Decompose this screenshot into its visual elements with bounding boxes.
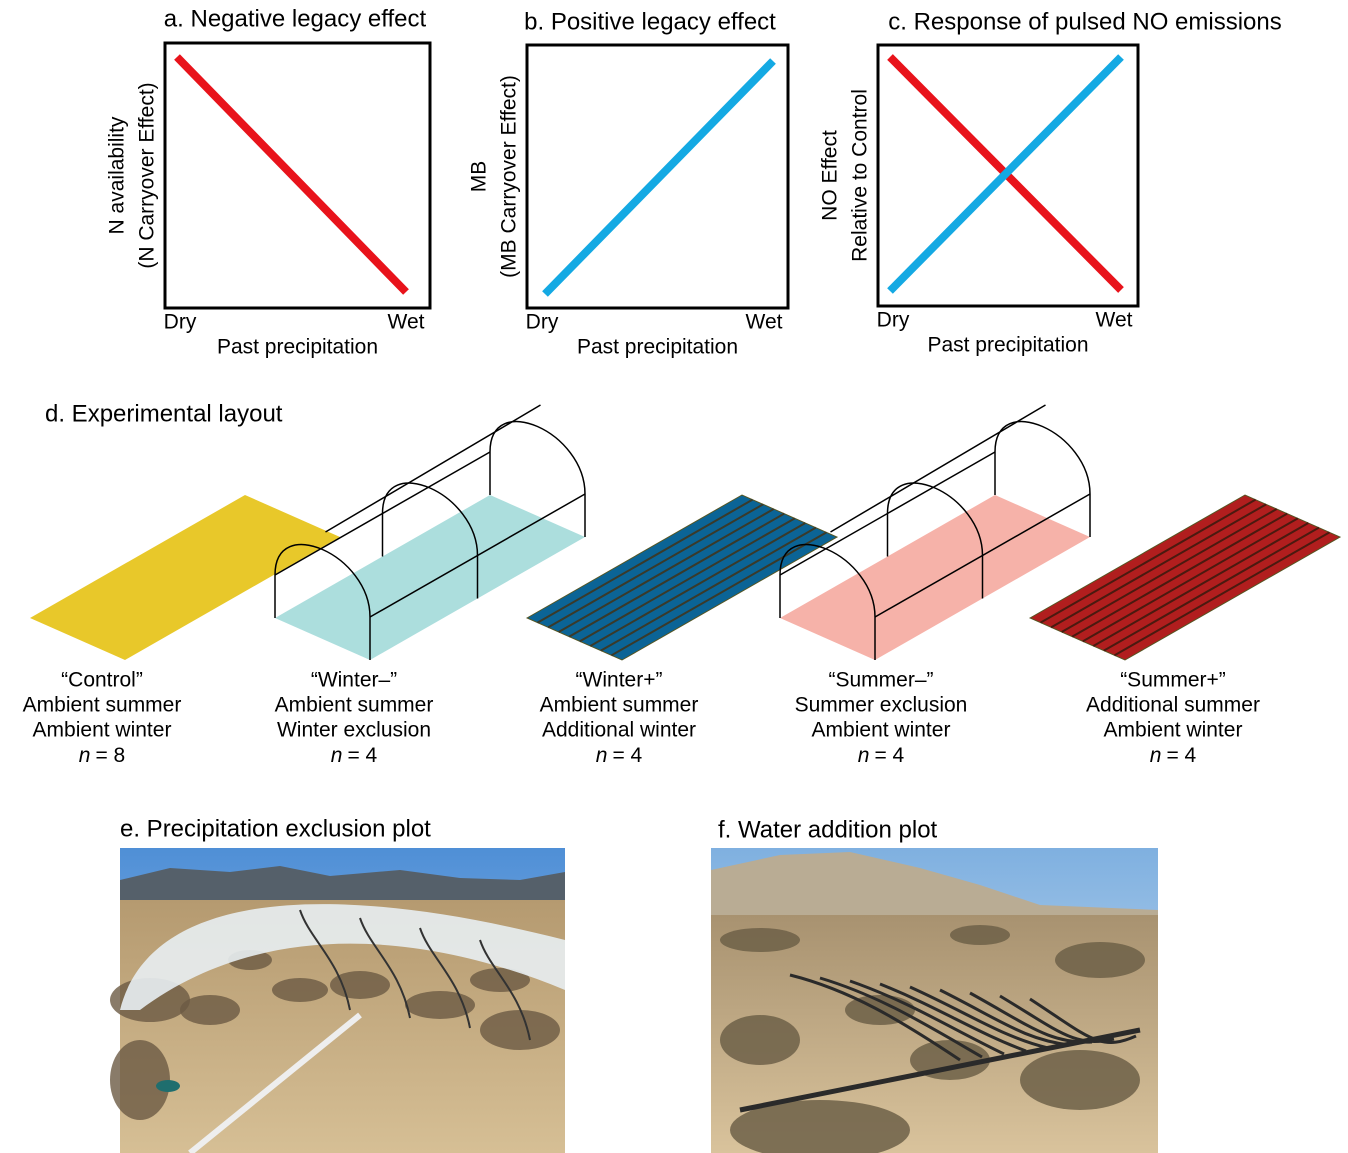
x-axis-label: Past precipitation — [577, 336, 738, 359]
figure: a. Negative legacy effect N availability (… — [0, 0, 1348, 1153]
panel-title: c. Response of pulsed NO emissions — [888, 8, 1282, 35]
photo-shrub — [272, 978, 328, 1002]
treatment-detail: Ambient winter — [33, 719, 172, 742]
panel-title: b. Positive legacy effect — [524, 8, 776, 35]
x-tick-label: Dry — [526, 311, 559, 334]
photo-shrub — [720, 1015, 800, 1065]
treatment-detail: Summer exclusion — [795, 694, 968, 717]
treatment-detail: Ambient winter — [812, 719, 951, 742]
hoop-arch — [490, 422, 585, 494]
y-axis-label: NO Effect — [819, 130, 842, 221]
x-tick-label: Wet — [388, 311, 425, 334]
x-axis-label: Past precipitation — [217, 336, 378, 359]
n-value: = 8 — [95, 744, 125, 767]
treatment-detail: Ambient winter — [1104, 719, 1243, 742]
y-axis-label: (MB Carryover Effect) — [498, 75, 521, 278]
photo-shrub — [405, 991, 475, 1019]
n-value: = 4 — [612, 744, 642, 767]
replicate-count: n= 8 — [79, 744, 125, 767]
treatment-name: “Winter–” — [311, 669, 397, 692]
photo-shrub — [180, 995, 240, 1025]
replicate-count: n= 4 — [1150, 744, 1197, 767]
hoop-arch — [995, 422, 1090, 494]
x-tick-label: Dry — [877, 309, 910, 332]
x-tick-label: Wet — [1096, 309, 1133, 332]
panel-title: d. Experimental layout — [45, 400, 283, 427]
photo-shrub — [110, 1040, 170, 1120]
photo-collar — [156, 1080, 180, 1092]
x-axis-label: Past precipitation — [927, 334, 1088, 357]
treatment-detail: Ambient summer — [540, 694, 699, 717]
treatment-detail: Additional winter — [542, 719, 696, 742]
trend-line — [177, 57, 406, 292]
photo-shrub — [480, 1010, 560, 1050]
photo-shrub — [950, 925, 1010, 945]
treatment-name: “Control” — [61, 669, 143, 692]
panel-title: a. Negative legacy effect — [164, 5, 427, 32]
y-axis-label: N availability — [106, 116, 129, 234]
treatment-detail: Ambient summer — [275, 694, 434, 717]
photo-shrub — [1055, 942, 1145, 978]
trend-line — [545, 61, 773, 294]
n-symbol: n — [596, 744, 608, 767]
n-value: = 4 — [347, 744, 377, 767]
y-axis-label: (N Carryover Effect) — [136, 82, 159, 268]
treatment-name: “Summer–” — [828, 669, 933, 692]
panel-title: f. Water addition plot — [718, 816, 938, 843]
treatment-detail: Ambient summer — [23, 694, 182, 717]
treatment-name: “Summer+” — [1120, 669, 1226, 692]
y-axis-label: Relative to Control — [849, 89, 872, 262]
replicate-count: n= 4 — [331, 744, 378, 767]
plot-floor — [30, 495, 340, 660]
x-tick-label: Wet — [746, 311, 783, 334]
photo-shrub — [720, 928, 800, 952]
replicate-count: n= 4 — [858, 744, 905, 767]
treatment-detail: Winter exclusion — [277, 719, 431, 742]
n-value: = 4 — [1166, 744, 1196, 767]
treatment-detail: Additional summer — [1086, 694, 1260, 717]
n-symbol: n — [858, 744, 870, 767]
n-symbol: n — [79, 744, 91, 767]
treatment-name: “Winter+” — [576, 669, 663, 692]
panel-title: e. Precipitation exclusion plot — [120, 815, 431, 842]
x-tick-label: Dry — [164, 311, 197, 334]
replicate-count: n= 4 — [596, 744, 643, 767]
y-axis-label: MB — [468, 161, 491, 193]
n-value: = 4 — [874, 744, 904, 767]
n-symbol: n — [331, 744, 343, 767]
n-symbol: n — [1150, 744, 1162, 767]
photo-shrub — [1020, 1050, 1140, 1110]
